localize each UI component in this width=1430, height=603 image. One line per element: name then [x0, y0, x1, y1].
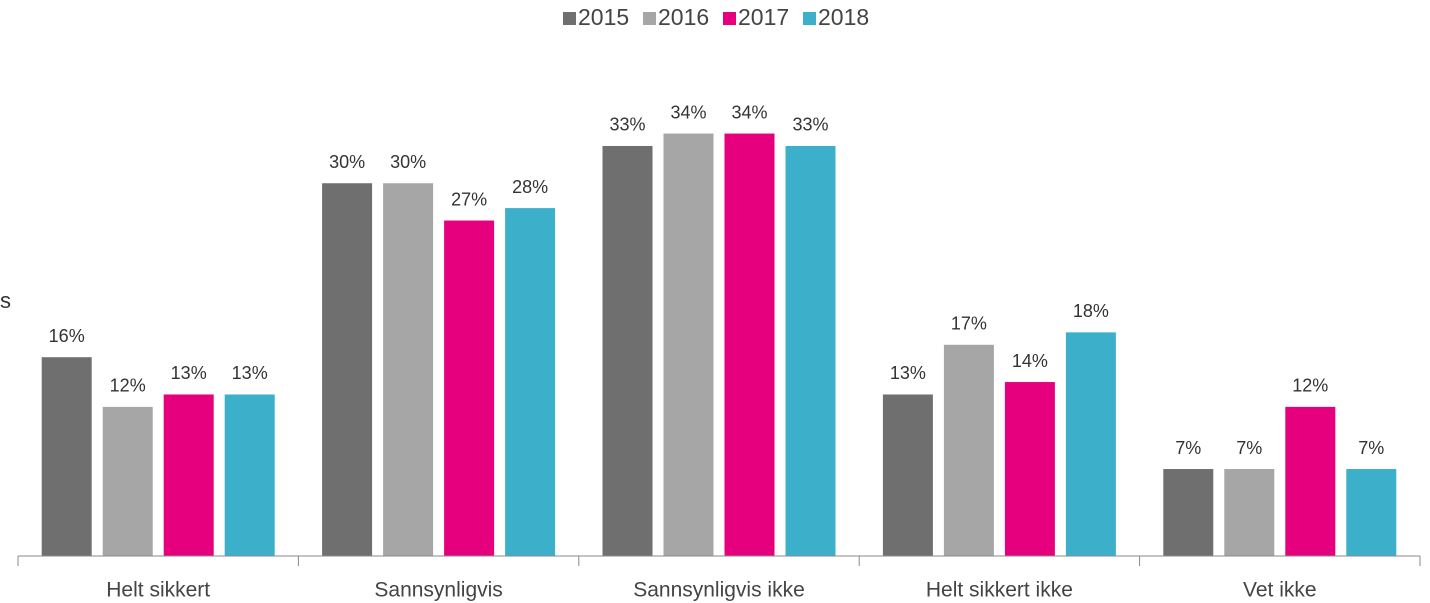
value-label: 7% — [1236, 438, 1262, 458]
legend-swatch — [723, 12, 736, 25]
bar — [1065, 332, 1116, 556]
value-label: 27% — [451, 189, 487, 209]
legend-swatch — [643, 12, 656, 25]
value-label: 28% — [512, 177, 548, 197]
bar — [1346, 469, 1397, 556]
bar — [663, 133, 714, 557]
bar — [602, 145, 653, 556]
value-label: 12% — [1292, 376, 1328, 396]
legend-label: 2016 — [658, 4, 709, 30]
value-label: 13% — [890, 363, 926, 383]
legend-label: 2018 — [818, 4, 869, 30]
value-label: 30% — [329, 152, 365, 172]
x-tick-label: Sannsynligvis ikke — [633, 579, 805, 602]
x-tick-label: Helt sikkert — [106, 579, 210, 602]
bar — [1224, 469, 1275, 556]
value-label: 13% — [232, 363, 268, 383]
x-tick-label: Helt sikkert ikke — [926, 579, 1073, 602]
y-axis-label: s — [0, 288, 11, 313]
bar — [1004, 382, 1055, 556]
bar — [505, 208, 556, 556]
bar — [882, 394, 933, 556]
bar — [785, 145, 836, 556]
x-tick-label: Vet ikke — [1243, 579, 1317, 602]
value-label: 34% — [731, 102, 767, 122]
value-label: 12% — [110, 376, 146, 396]
legend-label: 2017 — [738, 4, 789, 30]
bar — [1163, 469, 1214, 556]
bar — [724, 133, 775, 557]
bar — [1285, 406, 1336, 556]
value-label: 13% — [171, 363, 207, 383]
legend-swatch — [803, 12, 816, 25]
value-label: 34% — [670, 102, 706, 122]
legend-swatch — [563, 12, 576, 25]
bar — [102, 406, 153, 556]
x-tick-label: Sannsynligvis — [374, 579, 502, 602]
bar — [322, 183, 373, 556]
value-label: 14% — [1012, 351, 1048, 371]
value-label: 7% — [1358, 438, 1384, 458]
bar — [224, 394, 275, 556]
value-label: 7% — [1175, 438, 1201, 458]
value-label: 33% — [792, 115, 828, 135]
value-label: 33% — [609, 115, 645, 135]
value-label: 18% — [1073, 301, 1109, 321]
bar — [163, 394, 214, 556]
value-label: 30% — [390, 152, 426, 172]
bar — [943, 344, 994, 556]
value-label: 16% — [49, 326, 85, 346]
legend-label: 2015 — [578, 4, 629, 30]
bar — [383, 183, 434, 556]
bar — [444, 220, 495, 556]
value-label: 17% — [951, 314, 987, 334]
bar — [41, 357, 92, 556]
